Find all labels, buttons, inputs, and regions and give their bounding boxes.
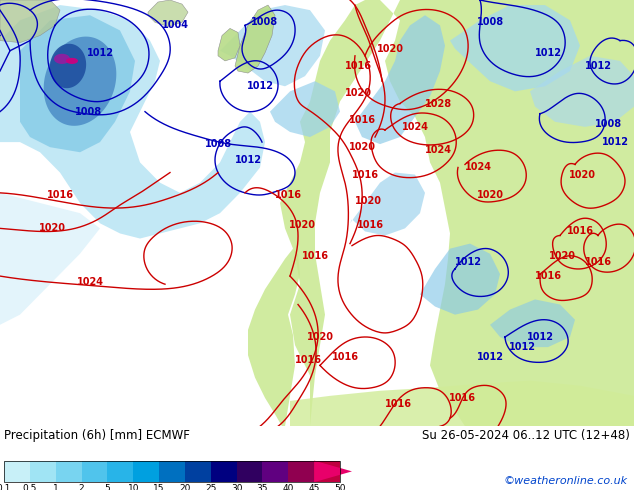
Bar	[30, 461, 56, 482]
Text: 1024: 1024	[465, 163, 491, 172]
Polygon shape	[20, 15, 135, 152]
Text: 0.1: 0.1	[0, 484, 11, 490]
Polygon shape	[280, 0, 634, 426]
Text: 1016: 1016	[585, 257, 612, 267]
Text: 1008: 1008	[252, 17, 278, 27]
Text: 1008: 1008	[74, 107, 101, 117]
Polygon shape	[220, 5, 325, 86]
Text: 1012: 1012	[602, 137, 628, 147]
Text: 30: 30	[231, 484, 242, 490]
Polygon shape	[314, 461, 352, 482]
Text: 1016: 1016	[344, 61, 372, 71]
Text: 1020: 1020	[354, 196, 382, 206]
Text: 1008: 1008	[204, 139, 231, 149]
Bar	[82, 461, 107, 482]
Polygon shape	[350, 172, 425, 236]
Text: 1020: 1020	[548, 251, 576, 261]
Text: 20: 20	[179, 484, 191, 490]
Text: 1016: 1016	[534, 271, 562, 281]
Text: 5: 5	[105, 484, 110, 490]
Polygon shape	[218, 28, 240, 61]
Text: 1008: 1008	[476, 17, 503, 27]
Text: 1020: 1020	[288, 220, 316, 230]
Bar	[185, 461, 210, 482]
Text: 1012: 1012	[585, 61, 612, 71]
Text: ©weatheronline.co.uk: ©weatheronline.co.uk	[504, 476, 628, 486]
Text: 1016: 1016	[448, 393, 476, 403]
Polygon shape	[0, 5, 265, 239]
Text: 1012: 1012	[526, 332, 553, 342]
Text: 1020: 1020	[569, 170, 595, 179]
Text: 1: 1	[53, 484, 58, 490]
Text: 1016: 1016	[384, 399, 411, 409]
Text: 1028: 1028	[424, 98, 451, 108]
Polygon shape	[530, 56, 634, 127]
Bar	[262, 461, 288, 482]
Text: 1016: 1016	[302, 251, 328, 261]
Text: 1016: 1016	[356, 220, 384, 230]
Polygon shape	[290, 381, 634, 426]
Text: 1016: 1016	[567, 226, 593, 236]
Text: 1012: 1012	[86, 48, 113, 58]
Bar	[210, 461, 236, 482]
Text: 45: 45	[309, 484, 320, 490]
Text: 1024: 1024	[401, 122, 429, 132]
Polygon shape	[450, 5, 580, 91]
Polygon shape	[44, 37, 116, 126]
Polygon shape	[270, 81, 340, 137]
Bar	[288, 461, 314, 482]
Polygon shape	[0, 193, 100, 325]
Polygon shape	[54, 54, 70, 64]
Text: 1020: 1020	[349, 142, 375, 152]
Polygon shape	[490, 299, 575, 347]
Text: 1024: 1024	[425, 145, 451, 155]
Text: 1016: 1016	[351, 170, 378, 179]
Text: 1012: 1012	[534, 48, 562, 58]
Text: 1020: 1020	[477, 190, 503, 200]
Text: Su 26-05-2024 06..12 UTC (12+48): Su 26-05-2024 06..12 UTC (12+48)	[422, 429, 630, 442]
Polygon shape	[355, 15, 445, 144]
Polygon shape	[148, 0, 188, 26]
Polygon shape	[66, 58, 78, 64]
Text: 1008: 1008	[595, 119, 621, 129]
Text: 35: 35	[257, 484, 268, 490]
Text: 1020: 1020	[344, 88, 372, 98]
Text: 1016: 1016	[349, 115, 375, 125]
Bar	[159, 461, 185, 482]
Text: 1020: 1020	[39, 223, 65, 233]
Bar	[4, 461, 340, 482]
Polygon shape	[420, 244, 500, 315]
Text: 2: 2	[79, 484, 84, 490]
Polygon shape	[248, 248, 300, 426]
Text: 1020: 1020	[306, 332, 333, 342]
Text: 1012: 1012	[508, 342, 536, 352]
Text: 40: 40	[283, 484, 294, 490]
Polygon shape	[235, 5, 275, 73]
Text: 1016: 1016	[332, 352, 358, 362]
Bar	[133, 461, 159, 482]
Text: 1012: 1012	[235, 155, 261, 165]
Text: 1016: 1016	[275, 190, 302, 200]
Text: 1004: 1004	[162, 21, 188, 30]
Text: 1012: 1012	[247, 81, 273, 91]
Text: 1012: 1012	[477, 352, 503, 362]
Text: 25: 25	[205, 484, 216, 490]
Polygon shape	[0, 0, 60, 43]
Text: 1016: 1016	[46, 190, 74, 200]
Polygon shape	[50, 44, 86, 88]
Text: 15: 15	[153, 484, 165, 490]
Text: 0.5: 0.5	[23, 484, 37, 490]
Text: 1012: 1012	[455, 257, 481, 267]
Bar	[314, 461, 340, 482]
Bar	[236, 461, 262, 482]
Text: 1020: 1020	[377, 44, 403, 54]
Bar	[56, 461, 82, 482]
Text: Precipitation (6h) [mm] ECMWF: Precipitation (6h) [mm] ECMWF	[4, 429, 190, 442]
Bar	[107, 461, 133, 482]
Text: 1016: 1016	[295, 355, 321, 366]
Text: 10: 10	[127, 484, 139, 490]
Bar	[4, 461, 30, 482]
Text: 1024: 1024	[77, 277, 103, 287]
Text: 50: 50	[334, 484, 346, 490]
